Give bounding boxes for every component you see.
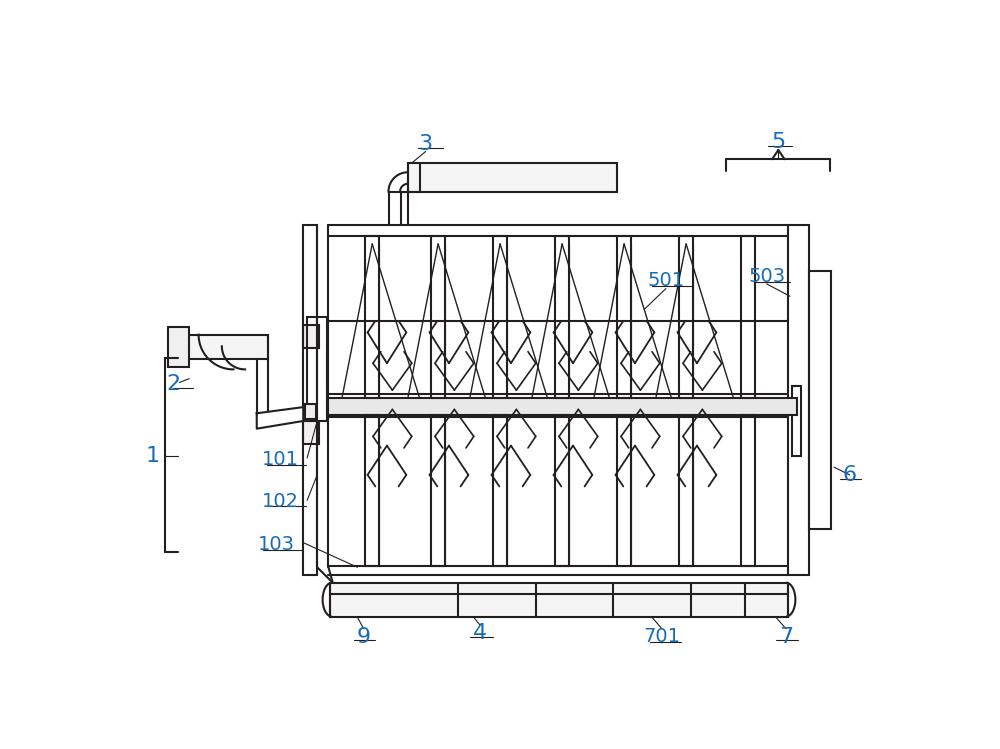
Bar: [303, 421, 319, 444]
Text: 103: 103: [258, 535, 295, 554]
Bar: [431, 236, 445, 398]
Bar: [617, 415, 631, 565]
Text: 1: 1: [145, 446, 159, 466]
Bar: [493, 236, 507, 398]
Text: 4: 4: [473, 622, 487, 643]
Text: 102: 102: [262, 492, 298, 512]
Bar: [741, 236, 755, 398]
Bar: [365, 236, 379, 398]
Bar: [328, 398, 797, 415]
Bar: [303, 325, 319, 348]
Bar: [555, 415, 569, 565]
Bar: [555, 236, 569, 398]
Bar: [303, 225, 317, 575]
Bar: [431, 415, 445, 565]
Text: 3: 3: [419, 134, 433, 154]
Text: 7: 7: [779, 627, 793, 646]
Text: 503: 503: [748, 267, 785, 285]
Bar: [365, 415, 379, 565]
Bar: [679, 236, 693, 398]
Text: 501: 501: [647, 271, 685, 291]
Bar: [679, 415, 693, 565]
Bar: [809, 271, 831, 529]
Bar: [330, 583, 788, 617]
Text: 6: 6: [843, 465, 857, 485]
Bar: [183, 335, 268, 360]
Bar: [617, 236, 631, 398]
Polygon shape: [257, 407, 303, 428]
Text: 101: 101: [262, 450, 298, 469]
Bar: [305, 404, 316, 419]
Text: 701: 701: [644, 627, 681, 646]
Bar: [493, 415, 507, 565]
Text: 2: 2: [166, 374, 180, 394]
Bar: [168, 327, 189, 367]
Bar: [307, 317, 326, 421]
Text: 9: 9: [357, 627, 371, 646]
Bar: [788, 225, 809, 575]
Bar: [741, 415, 755, 565]
Bar: [792, 386, 801, 455]
Bar: [408, 163, 617, 192]
Text: 5: 5: [771, 133, 785, 152]
